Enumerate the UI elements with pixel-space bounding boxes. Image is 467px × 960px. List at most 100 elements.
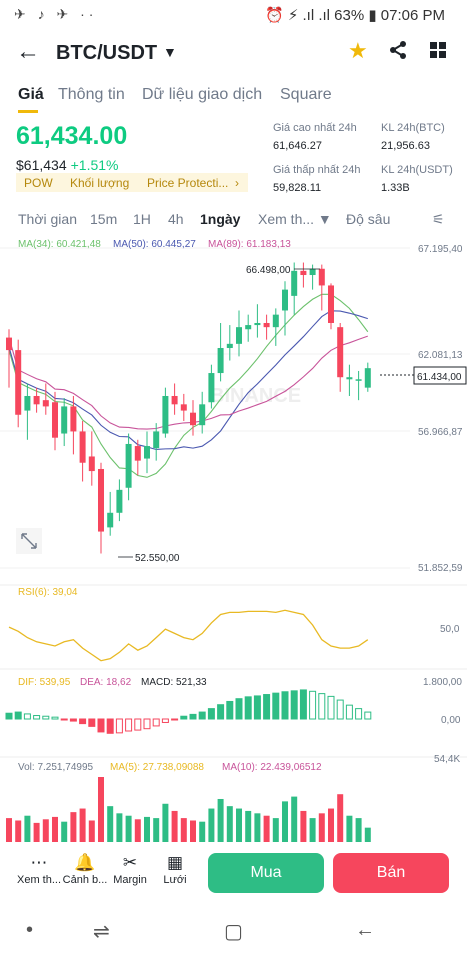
volume-bar — [364, 827, 371, 842]
recent-apps-icon[interactable]: ⇌ — [93, 921, 110, 943]
vol-ma5-label: MA(5): 27.738,09088 — [110, 762, 204, 773]
current-price-label: 61.434,00 — [417, 372, 462, 383]
buy-button[interactable]: Mua — [208, 853, 324, 893]
tf-15m[interactable]: 15m — [90, 211, 118, 227]
candle-body — [364, 368, 371, 388]
volume-bar — [144, 816, 150, 842]
tf-4h[interactable]: 4h — [168, 211, 184, 227]
volume-bar — [318, 813, 325, 842]
volume-bar — [346, 815, 353, 842]
candle-body — [116, 489, 123, 513]
rsi-axis-label: 50,0 — [440, 624, 460, 635]
tab-trading-data[interactable]: Dữ liệu giao dịch — [142, 86, 263, 103]
vol-ma10-label: MA(10): 22.439,06512 — [222, 762, 322, 773]
grid-bot-icon: ▦ — [166, 853, 184, 872]
vol-label: Vol: 7.251,74995 — [18, 762, 94, 773]
back-button[interactable]: ← — [16, 38, 40, 65]
favorite-star-icon[interactable]: ★ — [348, 38, 368, 63]
tf-depth[interactable]: Độ sâu — [346, 211, 391, 227]
volume-bar — [88, 820, 95, 842]
volume-bar — [162, 803, 169, 842]
more-button[interactable]: ⋯ Xem th... — [14, 853, 64, 886]
candle-body — [52, 402, 58, 438]
macd-bar — [180, 715, 188, 720]
macd-bar — [69, 718, 77, 722]
candle-body — [208, 373, 215, 403]
macd-bar — [327, 695, 335, 720]
tf-more[interactable]: Xem th... ▼ — [258, 211, 332, 227]
candle-body — [162, 395, 169, 434]
tag-row[interactable]: POW Khối lượng Price Protecti... › — [16, 173, 248, 192]
alert-button[interactable]: 🔔 Cảnh b... — [60, 853, 110, 886]
ma50-label: MA(50): 60.445,27 — [113, 239, 196, 250]
candle-body — [180, 404, 187, 411]
volume-bar — [217, 798, 224, 842]
status-bar: ✈ ♪ ✈ ·· ⏰ ⚡ .ıl .ıl 63% ▮ 07:06 PM — [0, 0, 467, 30]
tf-1h[interactable]: 1H — [133, 211, 151, 227]
candle-body — [79, 431, 86, 463]
low-value: 59,828.11 — [273, 182, 322, 194]
volume-bar — [190, 820, 196, 842]
tf-1d[interactable]: 1ngày — [200, 211, 241, 227]
nav-dot[interactable]: • — [26, 919, 34, 941]
macd-bar — [143, 718, 151, 730]
macd-bar — [125, 718, 133, 732]
candle-body — [263, 322, 270, 328]
alert-label: Cảnh b... — [62, 874, 108, 886]
candle-body — [355, 379, 362, 381]
bell-icon: 🔔 — [74, 853, 96, 872]
share-icon[interactable] — [388, 40, 408, 66]
tag-volume[interactable]: Khối lượng — [70, 176, 130, 190]
volume-bar — [15, 820, 22, 842]
candle-body — [190, 412, 196, 426]
macd-bar — [106, 718, 114, 734]
tf-time[interactable]: Thời gian — [18, 211, 77, 227]
vol-btc-value: 21,956.63 — [381, 140, 430, 152]
macd-bar — [309, 690, 317, 720]
tag-price-protection[interactable]: Price Protecti... — [147, 176, 229, 190]
candle-body — [134, 446, 141, 461]
rsi-label: RSI(6): 39,04 — [18, 587, 78, 598]
more-label: Xem th... — [16, 874, 62, 886]
candle-body — [199, 404, 206, 426]
rsi-line — [8, 609, 369, 662]
active-tab-indicator — [18, 110, 38, 113]
home-icon[interactable]: ▢ — [224, 921, 243, 943]
volume-bar — [337, 794, 344, 842]
tab-info[interactable]: Thông tin — [58, 86, 125, 103]
kline-chart[interactable]: MA(34): 60.421,48 MA(50): 60.445,27 MA(8… — [0, 232, 467, 844]
candle-body — [98, 468, 104, 532]
tab-square[interactable]: Square — [280, 86, 332, 103]
macd-bar — [115, 718, 123, 734]
volume-bar — [272, 818, 279, 842]
candle-body — [171, 395, 178, 405]
macd-bar — [217, 704, 225, 720]
high-label: Giá cao nhất 24h — [273, 122, 357, 134]
candle-body — [144, 446, 150, 459]
sell-button[interactable]: Bán — [333, 853, 449, 893]
pair-title[interactable]: BTC/USDT — [56, 42, 158, 64]
candle-body — [236, 327, 242, 344]
candle-body — [291, 270, 298, 296]
grid-button[interactable]: ▦ Lưới — [150, 853, 200, 886]
volume-bar — [24, 815, 31, 842]
chevron-down-icon[interactable]: ▼ — [163, 44, 177, 60]
status-left-icons: ✈ ♪ ✈ ·· — [14, 6, 98, 22]
chevron-right-icon[interactable]: › — [235, 176, 239, 190]
volume-bar — [33, 822, 40, 842]
macd-bar — [272, 692, 280, 720]
price-block: 61,434.00 $61,434 +1.51% — [16, 122, 127, 173]
candle-body — [309, 268, 316, 276]
margin-button[interactable]: ✂ Margin — [105, 853, 155, 886]
chart-settings-icon[interactable]: ⚟ — [432, 211, 445, 227]
tag-pow[interactable]: POW — [24, 176, 53, 190]
tab-price[interactable]: Giá — [18, 86, 44, 103]
stats-vol-btc: KL 24h(BTC) 21,956.63 — [381, 122, 445, 152]
ma34-label: MA(34): 60.421,48 — [18, 239, 101, 250]
nav-back-icon[interactable]: ← — [355, 919, 375, 941]
grid-menu-icon[interactable] — [430, 42, 446, 58]
last-price: 61,434.00 — [16, 122, 128, 150]
chart-svg[interactable]: MA(34): 60.421,48 MA(50): 60.445,27 MA(8… — [0, 232, 467, 844]
candle-body — [107, 512, 114, 528]
volume-bar — [125, 815, 132, 842]
